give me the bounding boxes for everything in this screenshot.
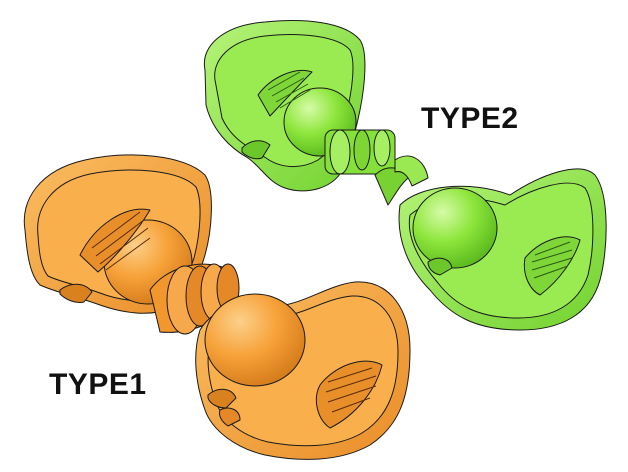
type2-case — [203, 20, 607, 331]
type1-right-shell — [195, 281, 411, 460]
type2-label: TYPE2 — [421, 102, 519, 135]
type1-case — [23, 154, 411, 460]
type1-label: TYPE1 — [49, 368, 147, 401]
type2-left-shell — [203, 20, 366, 192]
type2-right-shell — [398, 168, 607, 331]
type2-hinge — [324, 129, 429, 206]
